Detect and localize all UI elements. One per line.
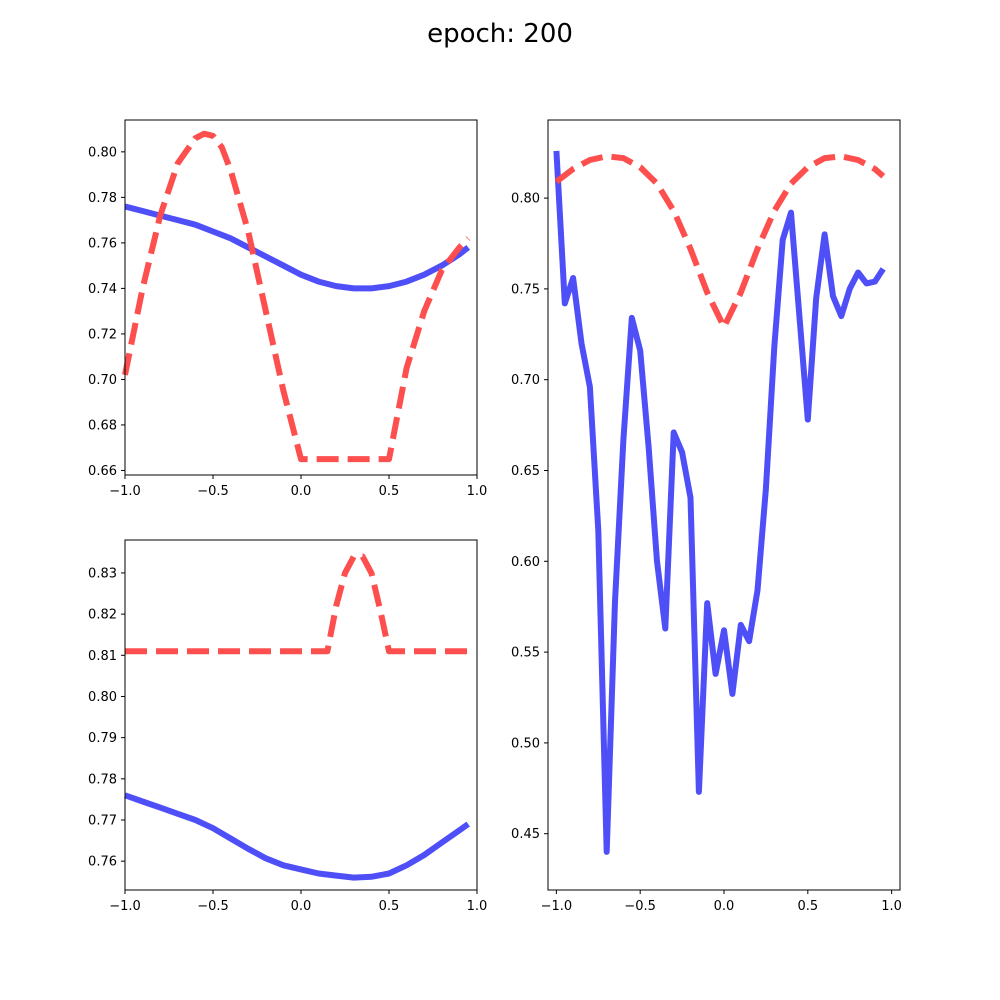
- top-left-y-tick-label: 0.72: [88, 327, 117, 342]
- right-y-tick-label: 0.60: [511, 555, 540, 570]
- top-left-y-tick-label: 0.66: [88, 464, 117, 479]
- top-left-y-tick-label: 0.78: [88, 191, 117, 206]
- right-y-tick-label: 0.45: [511, 827, 540, 842]
- top-left-subplot: −1.0 −0.5 0.0 0.5 1.0 0.66 0.68 0.70 0.72 0.74 0.7…: [88, 119, 488, 499]
- top-left-x-tick-label: −1.0: [109, 484, 141, 499]
- bottom-left-y-tick-label: 0.76: [88, 855, 117, 870]
- top-left-x-tick-label: 0.5: [379, 484, 400, 499]
- right-y-tick-label: 0.65: [511, 464, 540, 479]
- top-left-x-tick-label: 1.0: [467, 484, 488, 499]
- right-subplot: −1.0 −0.5 0.0 0.5 1.0 0.45 0.50 0.55 0.60 0.65 0.7…: [511, 119, 902, 914]
- bottom-left-solid-series-line: [124, 792, 470, 881]
- bottom-left-dashed-series-line: [125, 553, 469, 655]
- right-axes-frame: [547, 119, 901, 891]
- bottom-left-x-tick-label: 0.0: [291, 899, 312, 914]
- right-x-tick-label: −1.0: [541, 899, 573, 914]
- bottom-left-y-tick-label: 0.82: [88, 608, 117, 623]
- bottom-left-y-tick-label: 0.81: [88, 649, 117, 664]
- figure-title: epoch: 200: [427, 19, 573, 49]
- right-y-tick-label: 0.50: [511, 736, 540, 751]
- bottom-left-y-tick-label: 0.80: [88, 690, 117, 705]
- right-solid-series-line: [553, 150, 886, 855]
- right-x-tick-label: 1.0: [881, 899, 902, 914]
- top-left-dashed-series-line: [122, 130, 471, 463]
- top-left-x-tick-label: 0.0: [291, 484, 312, 499]
- top-left-solid-series-line: [124, 203, 471, 292]
- top-left-y-tick-label: 0.76: [88, 236, 117, 251]
- bottom-left-x-tick-label: −0.5: [197, 899, 229, 914]
- bottom-left-axes-frame: [124, 539, 478, 891]
- right-y-tick-label: 0.75: [511, 282, 540, 297]
- top-left-x-tick-label: −0.5: [197, 484, 229, 499]
- bottom-left-y-tick-label: 0.77: [88, 814, 117, 829]
- top-left-y-tick-label: 0.68: [88, 418, 117, 433]
- right-y-tick-label: 0.70: [511, 373, 540, 388]
- bottom-left-y-tick-label: 0.83: [88, 566, 117, 581]
- top-left-axes-frame: [124, 119, 478, 476]
- right-y-tick-label: 0.80: [511, 192, 540, 207]
- bottom-left-y-tick-label: 0.78: [88, 772, 117, 787]
- bottom-left-x-tick-label: −1.0: [109, 899, 141, 914]
- top-left-y-tick-label: 0.74: [88, 282, 117, 297]
- right-dashed-series-line: [554, 153, 886, 330]
- right-x-tick-label: 0.0: [714, 899, 735, 914]
- top-left-y-tick-label: 0.70: [88, 373, 117, 388]
- bottom-left-subplot: −1.0 −0.5 0.0 0.5 1.0 0.76 0.77 0.78 0.79 0.80 0.8…: [88, 539, 488, 914]
- right-x-tick-label: 0.5: [797, 899, 818, 914]
- right-x-tick-label: −0.5: [624, 899, 656, 914]
- bottom-left-y-tick-label: 0.79: [88, 731, 117, 746]
- bottom-left-x-tick-label: 0.5: [379, 899, 400, 914]
- right-y-tick-label: 0.55: [511, 646, 540, 661]
- bottom-left-x-tick-label: 1.0: [467, 899, 488, 914]
- top-left-y-tick-label: 0.80: [88, 145, 117, 160]
